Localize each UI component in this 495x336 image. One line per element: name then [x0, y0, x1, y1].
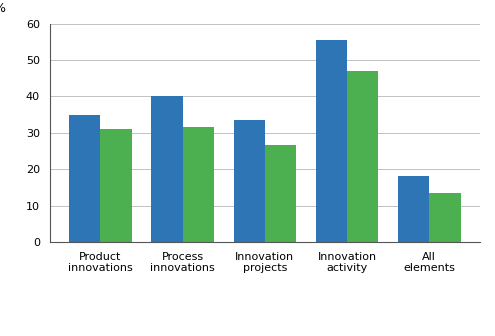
Bar [316, 40, 347, 242]
Bar [398, 176, 429, 242]
Bar [100, 129, 132, 242]
Bar [69, 115, 100, 242]
Legend: Manufacturing, Services: Manufacturing, Services [169, 331, 361, 336]
Bar [183, 127, 214, 242]
Bar [151, 96, 183, 242]
Bar [347, 71, 378, 242]
Text: %: % [0, 2, 5, 15]
Bar [429, 193, 460, 242]
Bar [234, 120, 265, 242]
Bar [265, 145, 296, 242]
